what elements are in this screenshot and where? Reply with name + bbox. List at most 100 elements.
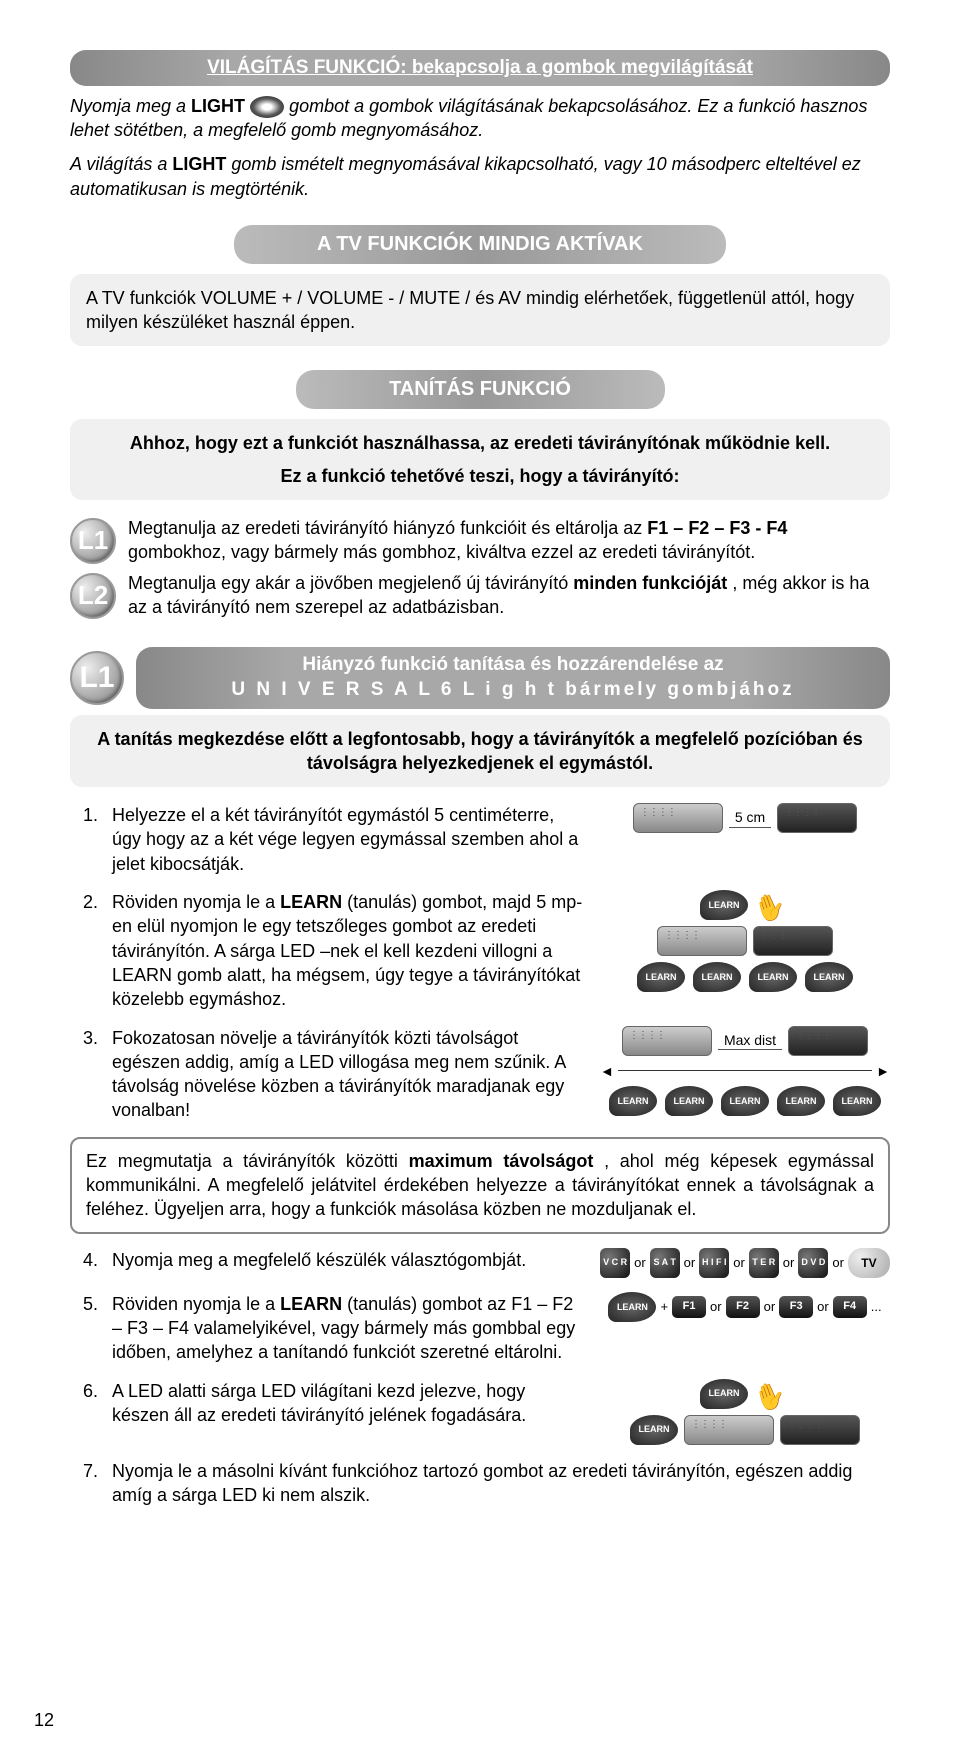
remote-icon	[633, 803, 723, 833]
text: Nyomja meg a	[70, 96, 191, 116]
remote-icon	[753, 926, 833, 956]
l1-badge-icon: L1	[70, 651, 124, 705]
text-bold: minden funkcióját	[573, 573, 727, 593]
learn-icon: LEARN	[700, 890, 748, 920]
arrow-row: ◄►	[600, 1062, 890, 1081]
tv-always-box: A TV funkciók VOLUME + / VOLUME - / MUTE…	[70, 274, 890, 347]
text: gombot a gombok világításának bekapcsolá…	[289, 96, 697, 116]
l1-steps: Helyezze el a két távirányítót egymástól…	[70, 803, 890, 1123]
page-number: 12	[34, 1708, 54, 1732]
teach-sub1: Ahhoz, hogy ezt a funkciót használhassa,…	[86, 431, 874, 455]
step-3: Fokozatosan növelje a távirányítók közti…	[70, 1026, 890, 1123]
step-6: A LED alatti sárga LED világítani kezd j…	[70, 1379, 890, 1445]
teach-l1-text: Megtanulja az eredeti távirányító hiányz…	[128, 516, 890, 565]
text-bold: maximum távolságot	[409, 1151, 594, 1171]
lighting-header: VILÁGÍTÁS FUNKCIÓ: bekapcsolja a gombok …	[70, 50, 890, 86]
or-label: or	[733, 1254, 745, 1272]
text: A világítás a	[70, 154, 172, 174]
l1-header-row: L1 Hiányzó funkció tanítása és hozzárend…	[70, 647, 890, 708]
maxdist-label: Max dist	[718, 1031, 782, 1051]
or-label: or	[684, 1254, 696, 1272]
or-label: or	[634, 1254, 646, 1272]
teach-l2-row: L2 Megtanulja egy akár a jövőben megjele…	[70, 571, 890, 620]
f1-button-icon: F1	[672, 1296, 706, 1318]
step5-figure: LEARN + F1 or F2 or F3 or F4 ...	[600, 1292, 890, 1322]
l1-intro-box: A tanítás megkezdése előtt a legfontosab…	[70, 715, 890, 788]
teach-l2-text: Megtanulja egy akár a jövőben megjelenő …	[128, 571, 890, 620]
sat-button-icon: S A T	[650, 1248, 680, 1278]
remote-icon	[780, 1415, 860, 1445]
remote-icon	[622, 1026, 712, 1056]
learn-icon: LEARN	[630, 1415, 678, 1445]
lighting-para-2: A világítás a LIGHT gomb ismételt megnyo…	[70, 152, 890, 201]
step2-text: Röviden nyomja le a LEARN (tanulás) gomb…	[112, 890, 586, 1011]
teach-header: TANÍTÁS FUNKCIÓ	[296, 370, 665, 409]
tv-always-header: A TV FUNKCIÓK MINDIG AKTÍVAK	[234, 225, 726, 264]
learn-icon: LEARN	[805, 962, 853, 992]
light-word: LIGHT	[172, 154, 226, 174]
l2-badge-icon: L2	[70, 573, 116, 619]
learn-icon: LEARN	[833, 1086, 881, 1116]
light-icon	[250, 96, 284, 118]
tv-always-text: A TV funkciók VOLUME + / VOLUME - / MUTE…	[86, 286, 874, 335]
light-word: LIGHT	[191, 96, 245, 116]
vcr-button-icon: V C R	[600, 1248, 630, 1278]
text: Röviden nyomja le a	[112, 1294, 280, 1314]
step1-figure: 5 cm	[600, 803, 890, 833]
or-label: or	[817, 1298, 829, 1316]
step-5: Röviden nyomja le a LEARN (tanulás) gomb…	[70, 1292, 890, 1365]
step-1: Helyezze el a két távirányítót egymástól…	[70, 803, 890, 876]
f3-button-icon: F3	[779, 1296, 813, 1318]
step3-text: Fokozatosan növelje a távirányítók közti…	[112, 1026, 586, 1123]
l1-steps-cont: Nyomja meg a megfelelő készülék választó…	[70, 1248, 890, 1507]
hand-icon	[754, 890, 790, 920]
learn-icon: LEARN	[608, 1292, 656, 1322]
learn-icon: LEARN	[721, 1086, 769, 1116]
step6-text: A LED alatti sárga LED világítani kezd j…	[112, 1379, 586, 1428]
plus-label: +	[660, 1298, 668, 1316]
or-label: or	[832, 1254, 844, 1272]
learn-word: LEARN	[280, 892, 342, 912]
step-2: Röviden nyomja le a LEARN (tanulás) gomb…	[70, 890, 890, 1011]
remote-icon	[788, 1026, 868, 1056]
learn-icon: LEARN	[749, 962, 797, 992]
step5-text: Röviden nyomja le a LEARN (tanulás) gomb…	[112, 1292, 586, 1365]
teach-l1-row: L1 Megtanulja az eredeti távirányító hiá…	[70, 516, 890, 565]
step-7: Nyomja le a másolni kívánt funkcióhoz ta…	[70, 1459, 890, 1508]
tv-button-icon: TV	[848, 1248, 890, 1278]
step4-text: Nyomja meg a megfelelő készülék választó…	[112, 1248, 586, 1272]
dvd-button-icon: D V D	[798, 1248, 828, 1278]
lighting-para-1: Nyomja meg a LIGHT gombot a gombok világ…	[70, 94, 890, 143]
step2-figure: LEARN LEARN LEARN LEARN LEARN	[600, 890, 890, 992]
step1-text: Helyezze el a két távirányítót egymástól…	[112, 803, 586, 876]
max-distance-info: Ez megmutatja a távirányítók közötti max…	[70, 1137, 890, 1234]
learn-icon: LEARN	[609, 1086, 657, 1116]
text: Megtanulja egy akár a jövőben megjelenő …	[128, 573, 573, 593]
text-bold: F1 – F2 – F3 - F4	[647, 518, 787, 538]
distance-label: 5 cm	[729, 808, 771, 828]
learn-icon: LEARN	[693, 962, 741, 992]
learn-icon: LEARN	[665, 1086, 713, 1116]
text: Megtanulja az eredeti távirányító hiányz…	[128, 518, 647, 538]
dots-label: ...	[871, 1298, 882, 1316]
teach-intro-box: Ahhoz, hogy ezt a funkciót használhassa,…	[70, 419, 890, 500]
learn-icon: LEARN	[700, 1379, 748, 1409]
or-label: or	[764, 1298, 776, 1316]
learn-icon: LEARN	[637, 962, 685, 992]
hifi-button-icon: H I F I	[699, 1248, 729, 1278]
f2-button-icon: F2	[726, 1296, 760, 1318]
remote-icon	[777, 803, 857, 833]
step7-text: Nyomja le a másolni kívánt funkcióhoz ta…	[112, 1459, 890, 1508]
or-label: or	[710, 1298, 722, 1316]
hand-icon	[754, 1379, 790, 1409]
teach-sub2: Ez a funkció tehetővé teszi, hogy a távi…	[86, 464, 874, 488]
f4-button-icon: F4	[833, 1296, 867, 1318]
remote-icon	[684, 1415, 774, 1445]
remote-icon	[657, 926, 747, 956]
learn-word: LEARN	[280, 1294, 342, 1314]
step3-figure: Max dist ◄► LEARN LEARN LEARN LEARN LEAR…	[600, 1026, 890, 1117]
header-line2: U N I V E R S A L 6 L i g h t bármely go…	[148, 678, 878, 703]
text: Ez megmutatja a távirányítók közötti	[86, 1151, 409, 1171]
step-4: Nyomja meg a megfelelő készülék választó…	[70, 1248, 890, 1278]
learn-icon: LEARN	[777, 1086, 825, 1116]
